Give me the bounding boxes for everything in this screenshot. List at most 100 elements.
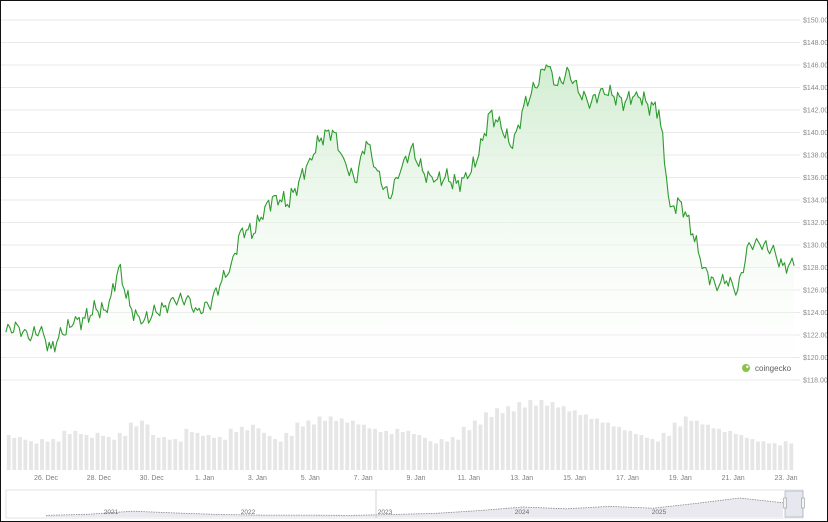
volume-bar	[362, 424, 366, 470]
navigator-right-handle[interactable]	[801, 497, 805, 509]
volume-bar	[284, 432, 289, 470]
navigator-area	[46, 498, 783, 517]
price-point	[680, 201, 683, 203]
navigator-year-label: 2023	[378, 509, 393, 516]
volume-bar	[428, 441, 433, 470]
price-point	[557, 84, 559, 86]
volume-bar	[556, 407, 561, 470]
price-point	[545, 64, 547, 66]
volume-bar	[617, 426, 622, 470]
x-tick-label: 11. Jan	[458, 475, 481, 482]
price-point	[140, 323, 142, 325]
volume-bar	[600, 422, 605, 470]
volume-bar	[561, 406, 566, 470]
price-point	[27, 337, 30, 339]
volume-bar	[167, 439, 172, 470]
x-tick-label: 13. Jan	[510, 475, 533, 482]
volume-bar	[6, 435, 11, 470]
y-tick-label: $138.00	[803, 153, 828, 160]
y-tick-label: $120.00	[803, 355, 828, 362]
volume-bar	[517, 402, 522, 470]
price-point	[72, 323, 75, 325]
volume-bar	[345, 422, 350, 470]
price-point	[770, 248, 773, 251]
volume-bar	[467, 430, 472, 470]
y-tick-label: $136.00	[803, 175, 828, 182]
y-tick-label: $150.00	[803, 18, 828, 25]
y-tick-label: $140.00	[803, 130, 828, 137]
volume-bar	[29, 441, 33, 470]
y-axis-labels: $150.00 $148.00 $146.00 $144.00 $142.00 $140.…	[803, 18, 828, 385]
volume-bar	[578, 415, 583, 470]
x-tick-label: 21. Jan	[722, 475, 745, 482]
y-tick-label: $124.00	[803, 310, 828, 317]
volume-bar	[162, 437, 167, 470]
volume-bar	[678, 426, 683, 470]
volume-bar	[411, 434, 416, 470]
volume-bar	[73, 430, 78, 470]
volume-bar	[12, 437, 17, 470]
volume-bar	[445, 441, 450, 470]
volume-bar	[256, 428, 261, 470]
volume-bar	[639, 435, 644, 470]
volume-bar	[694, 420, 699, 470]
volume-bar	[334, 420, 339, 470]
volume-bar	[67, 434, 72, 470]
volume-bar	[772, 443, 777, 470]
volume-bar	[140, 420, 144, 470]
volume-bar	[756, 441, 760, 470]
y-tick-label: $122.00	[803, 333, 828, 340]
price-point	[354, 181, 356, 183]
price-point	[286, 203, 288, 206]
volume-bar	[267, 435, 272, 470]
price-point	[793, 264, 795, 266]
price-point	[669, 206, 671, 208]
price-point	[568, 70, 570, 72]
volume-bar	[184, 428, 189, 470]
range-navigator[interactable]: 2021 2022 2023 2024 2025	[5, 489, 805, 519]
volume-bar	[489, 417, 494, 470]
volume-bar	[423, 437, 427, 470]
volume-bar	[323, 420, 327, 470]
volume-bar	[128, 422, 133, 470]
navigator-left-handle[interactable]	[783, 497, 787, 509]
volume-bar	[178, 441, 183, 470]
volume-bar	[156, 437, 161, 470]
volume-bar	[628, 430, 633, 470]
volume-bar	[450, 437, 455, 470]
price-point	[602, 88, 604, 90]
volume-bar	[778, 445, 783, 470]
volume-bar	[78, 434, 83, 470]
y-tick-label: $130.00	[803, 243, 828, 250]
volume-bar	[656, 441, 660, 470]
volume-bar	[339, 418, 344, 470]
price-point	[624, 101, 626, 103]
volume-bar	[234, 432, 239, 470]
volume-bar	[300, 426, 305, 470]
volume-bar	[434, 443, 438, 470]
volume-bar	[650, 439, 655, 470]
volume-bar	[262, 432, 266, 470]
price-point	[241, 227, 243, 229]
price-point	[95, 308, 97, 310]
volume-bar	[478, 424, 483, 470]
price-point	[647, 103, 649, 105]
volume-bar	[522, 407, 527, 470]
volume-bar	[228, 428, 233, 470]
price-point	[725, 280, 728, 282]
volume-bar	[567, 411, 572, 470]
x-tick-label: 17. Jan	[616, 475, 639, 482]
x-axis-labels: 26. Dec 28. Dec 30. Dec 1. Jan 3. Jan 5. Jan 7…	[34, 475, 798, 482]
volume-bar	[117, 432, 122, 470]
x-tick-label: 1. Jan	[195, 475, 214, 482]
volume-bar	[733, 434, 738, 470]
volume-bar	[484, 412, 488, 470]
volume-bar	[783, 441, 788, 470]
price-point	[151, 314, 153, 316]
price-point	[106, 311, 108, 314]
navigator-selection-window[interactable]	[784, 490, 804, 518]
x-tick-label: 26. Dec	[34, 475, 59, 482]
price-point	[703, 266, 705, 269]
price-point	[500, 127, 502, 129]
volume-bar	[744, 437, 749, 470]
